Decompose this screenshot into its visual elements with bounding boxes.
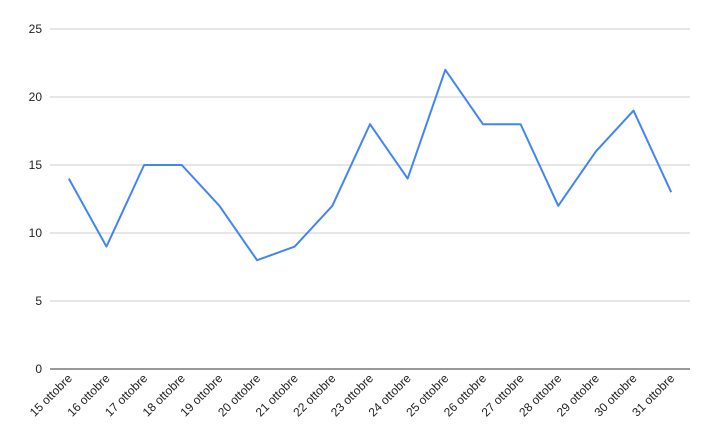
y-tick-label: 10: [29, 226, 43, 240]
line: [67, 68, 673, 262]
y-tick-label: 20: [29, 90, 43, 104]
y-tick-label: 5: [35, 294, 42, 308]
y-tick-label: 25: [29, 22, 43, 36]
y-tick-label: 15: [29, 158, 43, 172]
y-tick-label: 0: [35, 362, 42, 376]
